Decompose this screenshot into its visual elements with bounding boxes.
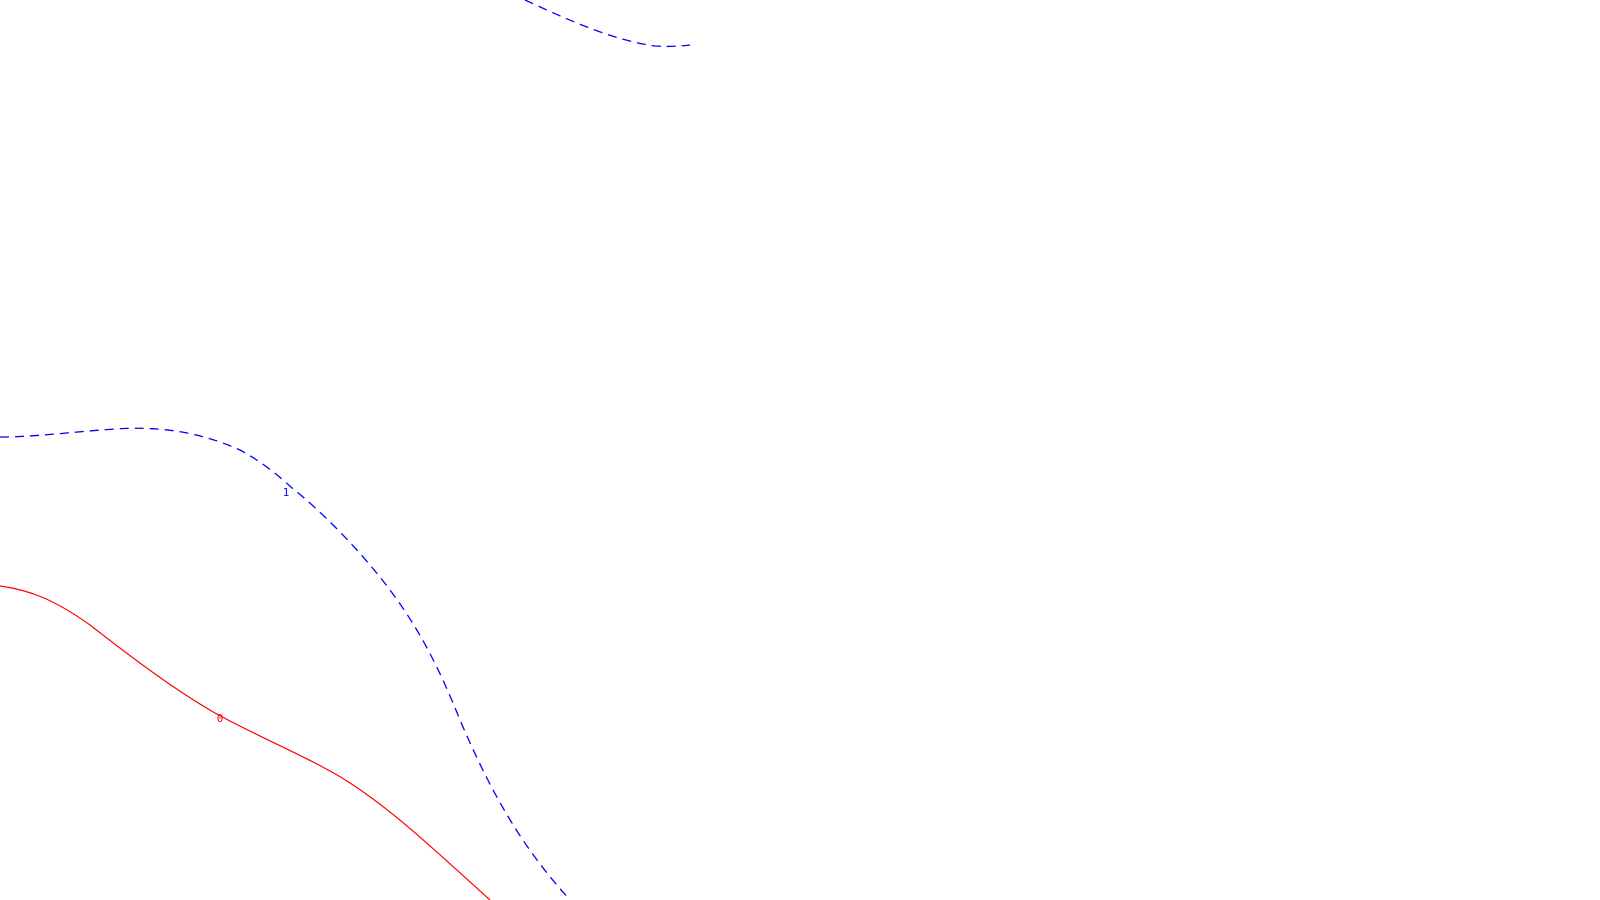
contour-label-level-0: 0: [217, 712, 224, 725]
contour-line-level-0: [0, 585, 491, 900]
contour-label-level-1: 1: [283, 486, 290, 499]
contour-line-level-1-top: [524, 0, 691, 48]
contour-line-level-1: [0, 427, 571, 900]
